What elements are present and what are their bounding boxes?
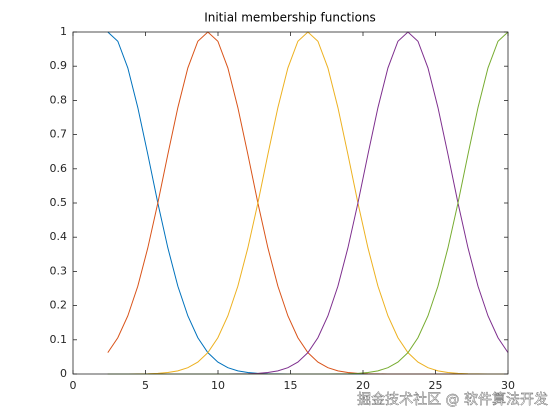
y-tick-label: 0.6 <box>50 162 68 175</box>
x-tick-label: 25 <box>429 379 443 392</box>
chart-title: Initial membership functions <box>204 11 376 25</box>
y-tick-label: 0.7 <box>50 128 68 141</box>
y-tick-label: 0.2 <box>50 299 68 312</box>
y-tick-label: 0.8 <box>50 93 68 106</box>
y-tick-label: 0.3 <box>50 264 68 277</box>
x-tick-label: 20 <box>356 379 370 392</box>
y-tick-label: 0 <box>60 367 67 380</box>
y-tick-label: 1 <box>60 25 67 38</box>
watermark: 掘金技术社区 @ 软件算法开发 <box>357 392 548 408</box>
plot-area <box>73 32 508 374</box>
x-tick-label: 30 <box>501 379 515 392</box>
x-tick-label: 5 <box>142 379 149 392</box>
y-tick-label: 0.1 <box>50 333 68 346</box>
x-tick-label: 15 <box>284 379 298 392</box>
y-tick-label: 0.9 <box>50 59 68 72</box>
y-tick-label: 0.4 <box>50 230 68 243</box>
y-tick-label: 0.5 <box>50 196 68 209</box>
x-tick-label: 10 <box>211 379 225 392</box>
x-tick-label: 0 <box>70 379 77 392</box>
